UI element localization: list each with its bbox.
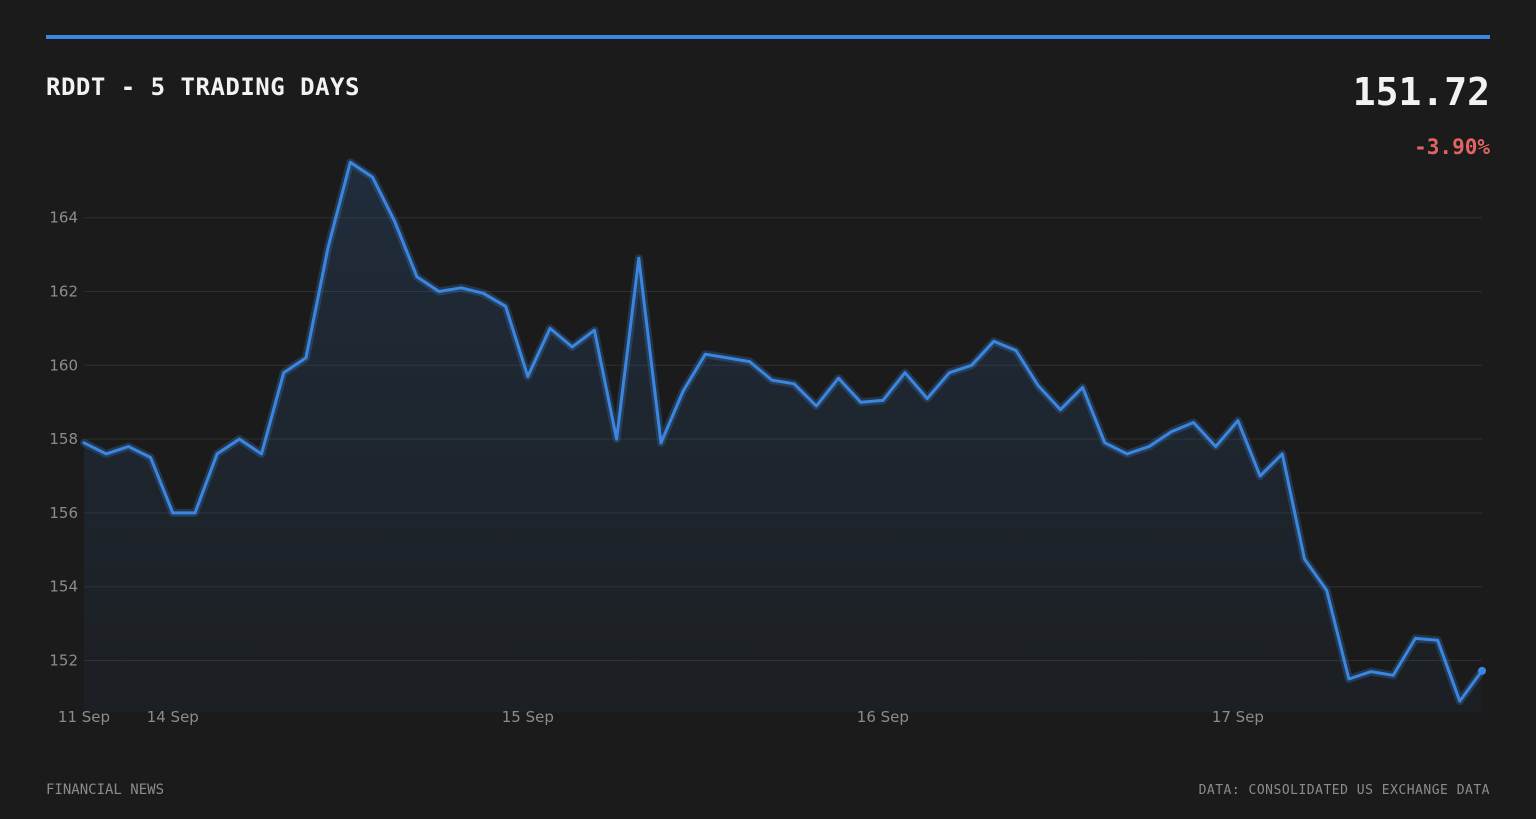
price-point bbox=[327, 246, 329, 248]
y-axis-ticks: 152 154 156 158 160 162 164 bbox=[49, 209, 78, 670]
footer-source-label: FINANCIAL NEWS bbox=[46, 782, 165, 798]
price-point bbox=[1414, 637, 1416, 639]
price-point bbox=[1148, 445, 1150, 447]
price-point bbox=[1348, 678, 1350, 680]
y-tick-label-164: 164 bbox=[49, 209, 78, 227]
footer-data-attribution: DATA: CONSOLIDATED US EXCHANGE DATA bbox=[1198, 783, 1490, 798]
price-point bbox=[1015, 349, 1017, 351]
price-point bbox=[1303, 558, 1305, 560]
price-point bbox=[172, 512, 174, 514]
price-point bbox=[571, 346, 573, 348]
price-point bbox=[771, 379, 773, 381]
price-point bbox=[1459, 700, 1461, 702]
price-point bbox=[238, 438, 240, 440]
price-point bbox=[105, 453, 107, 455]
x-tick-label: 16 Sep bbox=[857, 708, 909, 726]
price-point bbox=[1126, 453, 1128, 455]
price-point bbox=[460, 287, 462, 289]
series-layer bbox=[80, 158, 1486, 713]
x-tick-label: 11 Sep bbox=[58, 708, 110, 726]
price-point bbox=[549, 327, 551, 329]
price-point bbox=[1104, 442, 1106, 444]
price-point bbox=[1392, 674, 1394, 676]
price-point bbox=[1281, 453, 1283, 455]
price-point bbox=[305, 357, 307, 359]
price-point bbox=[1259, 475, 1261, 477]
x-axis-ticks: 11 Sep 14 Sep 15 Sep 16 Sep 17 Sep bbox=[58, 708, 1264, 726]
last-price-marker bbox=[1478, 666, 1486, 675]
price-point bbox=[527, 375, 529, 377]
price-point bbox=[349, 161, 351, 163]
price-change-percent: -3.90% bbox=[1414, 135, 1490, 159]
price-point bbox=[1059, 408, 1061, 410]
price-point bbox=[127, 445, 129, 447]
current-price: 151.72 bbox=[1352, 70, 1490, 114]
price-point bbox=[482, 292, 484, 294]
price-point bbox=[371, 176, 373, 178]
y-tick-label-152: 152 bbox=[49, 652, 78, 670]
price-area-fill bbox=[84, 162, 1482, 713]
price-point bbox=[593, 329, 595, 331]
price-point bbox=[926, 397, 928, 399]
price-point bbox=[1370, 670, 1372, 672]
price-point bbox=[1215, 445, 1217, 447]
price-point bbox=[970, 364, 972, 366]
price-point bbox=[904, 371, 906, 373]
price-point bbox=[815, 405, 817, 407]
price-point bbox=[438, 290, 440, 292]
price-point bbox=[837, 377, 839, 379]
y-tick-label-158: 158 bbox=[49, 430, 78, 448]
price-point bbox=[859, 401, 861, 403]
price-point bbox=[1081, 386, 1083, 388]
y-tick-label-154: 154 bbox=[49, 578, 78, 596]
price-point bbox=[1037, 384, 1039, 386]
price-point bbox=[194, 512, 196, 514]
x-tick-label: 17 Sep bbox=[1212, 708, 1264, 726]
chart-title: RDDT - 5 TRADING DAYS bbox=[46, 73, 360, 101]
price-point bbox=[1192, 421, 1194, 423]
price-point bbox=[83, 442, 85, 444]
price-point bbox=[504, 305, 506, 307]
price-point bbox=[660, 442, 662, 444]
price-point bbox=[1237, 419, 1239, 421]
x-tick-label: 14 Sep bbox=[147, 708, 199, 726]
price-point bbox=[638, 257, 640, 259]
price-point bbox=[682, 390, 684, 392]
price-point bbox=[993, 340, 995, 342]
y-tick-label-156: 156 bbox=[49, 504, 78, 522]
price-point bbox=[149, 456, 151, 458]
price-point bbox=[393, 220, 395, 222]
price-point bbox=[793, 383, 795, 385]
price-point bbox=[704, 353, 706, 355]
price-point bbox=[1325, 589, 1327, 591]
price-point bbox=[948, 371, 950, 373]
price-point bbox=[726, 357, 728, 359]
price-point bbox=[260, 453, 262, 455]
y-tick-label-160: 160 bbox=[49, 356, 78, 374]
price-point bbox=[615, 438, 617, 440]
price-point bbox=[749, 360, 751, 362]
price-point bbox=[416, 276, 418, 278]
x-tick-label: 15 Sep bbox=[502, 708, 554, 726]
price-line bbox=[82, 160, 1484, 703]
price-point bbox=[216, 453, 218, 455]
price-point bbox=[283, 371, 285, 373]
price-point bbox=[1170, 431, 1172, 433]
price-point bbox=[882, 399, 884, 401]
top-accent-rule bbox=[46, 35, 1490, 39]
price-point bbox=[1436, 639, 1438, 641]
y-tick-label-162: 162 bbox=[49, 283, 78, 301]
